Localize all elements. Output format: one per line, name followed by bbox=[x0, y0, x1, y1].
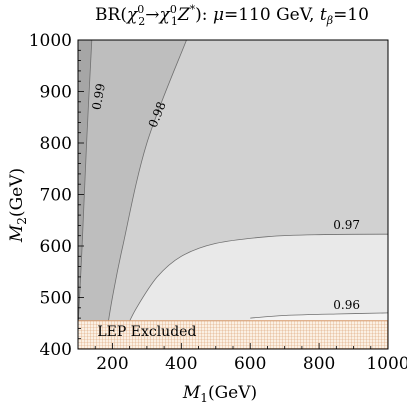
x-tick-label: 200 bbox=[96, 354, 128, 374]
x-tick-label: 400 bbox=[165, 354, 197, 374]
y-tick-label: 700 bbox=[40, 186, 72, 206]
y-tick-label: 900 bbox=[40, 83, 72, 103]
contour-label-0.99: 0.99 bbox=[89, 82, 107, 111]
y-tick-label: 600 bbox=[40, 237, 72, 257]
y-axis: 400 500 600 700 800 900 1000 bbox=[29, 31, 84, 360]
y-axis-title: M2(GeV) bbox=[7, 168, 29, 243]
contour-label-0.96: 0.96 bbox=[333, 298, 360, 312]
y-tick-label: 400 bbox=[40, 340, 72, 360]
x-tick-label: 800 bbox=[303, 354, 335, 374]
x-axis-title: M1(GeV) bbox=[182, 383, 257, 405]
chart-title: BR(χ0 2→χ0 1Z*): μ=110 GeV, tβ=10 bbox=[95, 3, 369, 28]
x-tick-label: 600 bbox=[234, 354, 266, 374]
y-tick-label: 1000 bbox=[29, 31, 72, 51]
contour-line-0.97 bbox=[125, 233, 388, 329]
lep-excluded-label: LEP Excluded bbox=[97, 324, 196, 340]
x-tick-label: 1000 bbox=[366, 354, 407, 374]
x-axis: 200 400 600 800 1000 bbox=[77, 343, 407, 374]
y-tick-label: 800 bbox=[40, 134, 72, 154]
contour-line-0.96 bbox=[250, 312, 388, 319]
contour-label-0.97: 0.97 bbox=[333, 218, 360, 232]
y-tick-label: 500 bbox=[40, 289, 72, 309]
contour-line-0.99 bbox=[78, 40, 93, 329]
contour-line-0.98 bbox=[106, 40, 187, 329]
lep-excluded-band bbox=[78, 320, 388, 349]
